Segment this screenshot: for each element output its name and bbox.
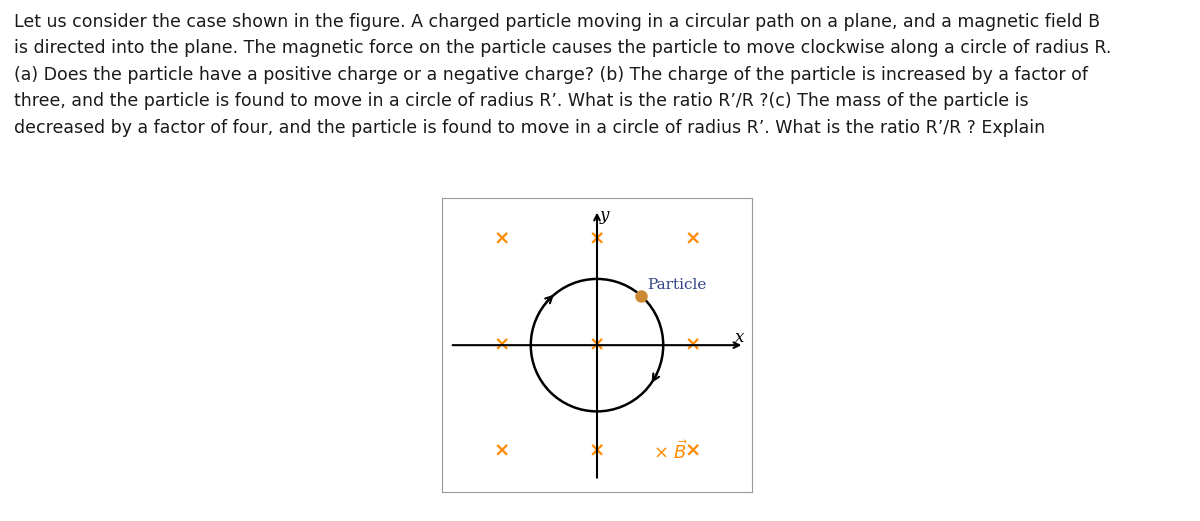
Text: ×: ×: [493, 230, 510, 249]
Text: ×: ×: [684, 230, 701, 249]
Text: Let us consider the case shown in the figure. A charged particle moving in a cir: Let us consider the case shown in the fi…: [14, 13, 1111, 137]
Text: ×: ×: [493, 336, 510, 355]
Text: ×: ×: [684, 442, 701, 461]
Text: ×: ×: [589, 336, 605, 355]
Text: y: y: [600, 207, 610, 224]
Text: x: x: [736, 329, 744, 346]
Text: $\times\ \vec{B}$: $\times\ \vec{B}$: [653, 440, 688, 463]
Text: ×: ×: [589, 442, 605, 461]
Text: ×: ×: [589, 230, 605, 249]
Text: Particle: Particle: [647, 278, 707, 292]
Text: ×: ×: [493, 442, 510, 461]
Text: ×: ×: [684, 336, 701, 355]
